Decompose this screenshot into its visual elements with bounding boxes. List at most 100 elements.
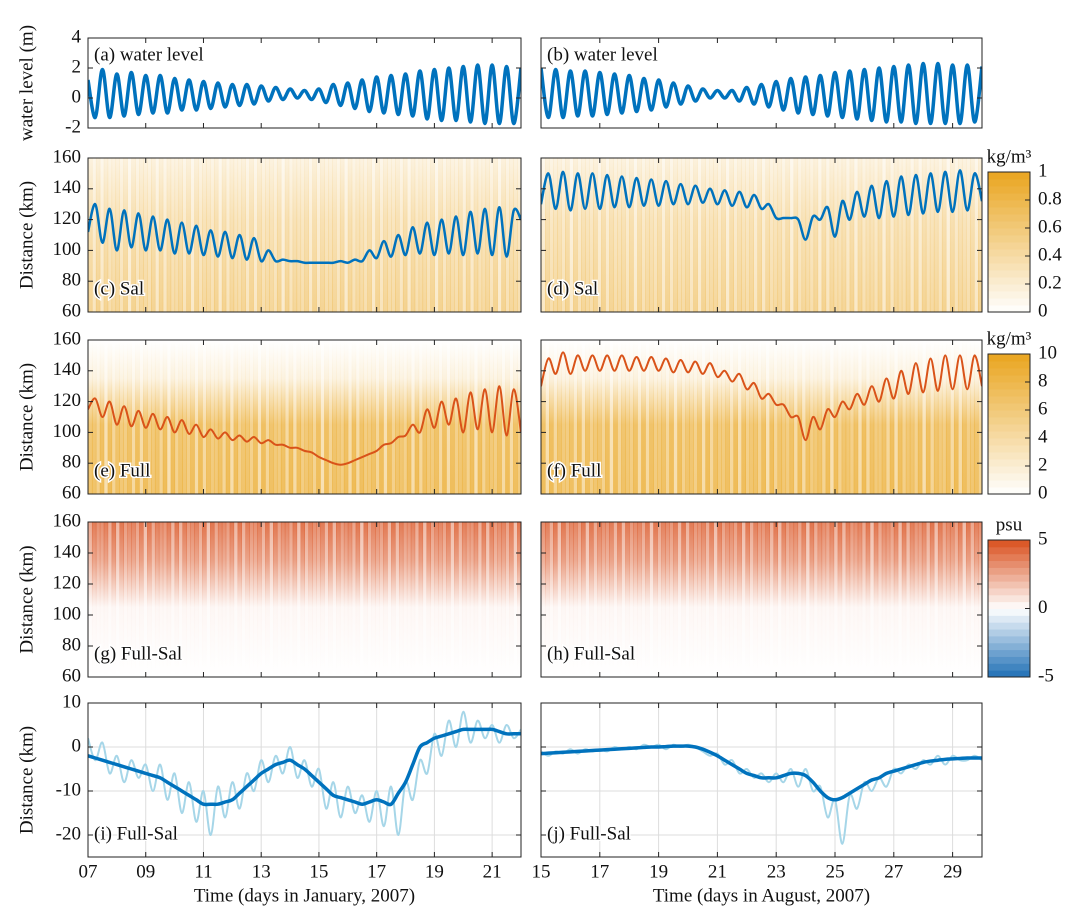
heatmap-strip <box>379 340 384 494</box>
heatmap-strip <box>541 158 546 312</box>
colorbar-band <box>988 622 1030 630</box>
heatmap-strip <box>729 340 734 494</box>
heatmap-strip <box>505 158 510 312</box>
heatmap-strip <box>673 522 678 677</box>
heatmap-strip <box>721 158 726 312</box>
heatmap-strip <box>178 158 183 312</box>
y-tick-label: 4 <box>72 26 82 47</box>
heatmap-strip <box>781 158 787 312</box>
heatmap-strip <box>661 522 666 677</box>
heatmap-strip <box>681 522 686 677</box>
heatmap-strip <box>489 340 494 494</box>
axes-frame <box>540 339 983 495</box>
heatmap-strip <box>261 340 266 494</box>
heatmap-strip <box>249 340 254 494</box>
heatmap-strip <box>339 340 345 494</box>
heatmap-strip <box>697 158 702 312</box>
heatmap-strip <box>693 522 698 677</box>
y-tick-label: -10 <box>56 779 81 800</box>
colorbar-band <box>988 574 1030 582</box>
colorbar-band <box>988 567 1030 575</box>
heatmap-strip <box>198 340 203 494</box>
heatmap-strip <box>154 522 160 677</box>
heatmap-strip <box>613 158 618 312</box>
heatmap-strip <box>481 522 487 677</box>
heatmap-strip <box>328 158 333 312</box>
heatmap-strip <box>158 522 164 677</box>
heatmap-strip <box>705 340 710 494</box>
heatmap-strip <box>371 522 376 677</box>
heatmap-strip <box>869 522 875 677</box>
heatmap-strip <box>284 522 290 677</box>
heatmap-strip <box>721 522 726 677</box>
heatmap-strip <box>669 158 674 312</box>
panel-title: (h) Full-Sal <box>547 643 635 664</box>
heatmap-strip <box>296 158 302 312</box>
heatmap-strip <box>284 158 290 312</box>
axes-frame <box>87 521 522 678</box>
heatmap-strip <box>383 340 388 494</box>
heatmap-strip <box>825 340 831 494</box>
heatmap-strip <box>371 158 376 312</box>
heatmap-strip <box>351 340 357 494</box>
heatmap-strip <box>280 522 286 677</box>
heatmap-strip <box>359 522 365 677</box>
x-tick-label: 29 <box>943 861 962 882</box>
heatmap-strip <box>717 158 722 312</box>
heatmap-strip <box>253 522 258 677</box>
heatmap-strip <box>221 340 227 494</box>
heatmap-strip <box>849 158 855 312</box>
heatmap-strip <box>881 158 887 312</box>
heatmap-strip <box>645 340 650 494</box>
heatmap-strip <box>905 522 911 677</box>
colorbar-band <box>988 242 1030 250</box>
heatmap-strip <box>312 340 317 494</box>
heatmap-strip <box>637 340 642 494</box>
y-tick-label: 80 <box>62 452 81 473</box>
heatmap-strip <box>178 340 183 494</box>
heatmap-strip <box>593 158 598 312</box>
heatmap-strip <box>837 340 843 494</box>
heatmap-strip <box>653 522 658 677</box>
heatmap-strip <box>757 522 762 677</box>
heatmap-strip <box>841 158 847 312</box>
heatmap-strip <box>127 340 132 494</box>
heatmap-strip <box>332 340 337 494</box>
heatmap-strip <box>280 158 286 312</box>
heatmap-strip <box>513 522 518 677</box>
heatmap-strip <box>398 158 404 312</box>
heatmap-strip <box>845 522 851 677</box>
heatmap-strip <box>332 158 337 312</box>
heatmap-strip <box>430 522 435 677</box>
heatmap-strip <box>237 340 243 494</box>
y-tick-label: -20 <box>56 823 81 844</box>
heatmap-strip <box>115 158 120 312</box>
heatmap-strip <box>801 340 807 494</box>
heatmap-strip <box>127 522 132 677</box>
heatmap-strip <box>945 340 951 494</box>
heatmap-field <box>88 340 521 494</box>
heatmap-strip <box>917 522 923 677</box>
colorbar-band <box>988 615 1030 623</box>
heatmap-strip <box>889 340 895 494</box>
heatmap-strip <box>273 340 278 494</box>
colorbar-tick-label: 10 <box>1038 342 1057 363</box>
heatmap-strip <box>729 522 734 677</box>
heatmap-strip <box>581 522 586 677</box>
heatmap-strip <box>789 158 795 312</box>
heatmap-strip <box>793 340 799 494</box>
data-line <box>88 63 521 126</box>
colorbar-band <box>988 546 1030 555</box>
heatmap-strip <box>793 158 799 312</box>
colorbar-band <box>988 608 1030 616</box>
heatmap-strip <box>797 522 803 677</box>
heatmap-strip <box>131 340 136 494</box>
heatmap-strip <box>821 522 827 677</box>
heatmap-strip <box>339 522 345 677</box>
heatmap-strip <box>541 522 546 677</box>
heatmap-strip <box>469 340 475 494</box>
heatmap-strip <box>725 522 730 677</box>
heatmap-strip <box>493 522 498 677</box>
heatmap-strip <box>965 522 971 677</box>
